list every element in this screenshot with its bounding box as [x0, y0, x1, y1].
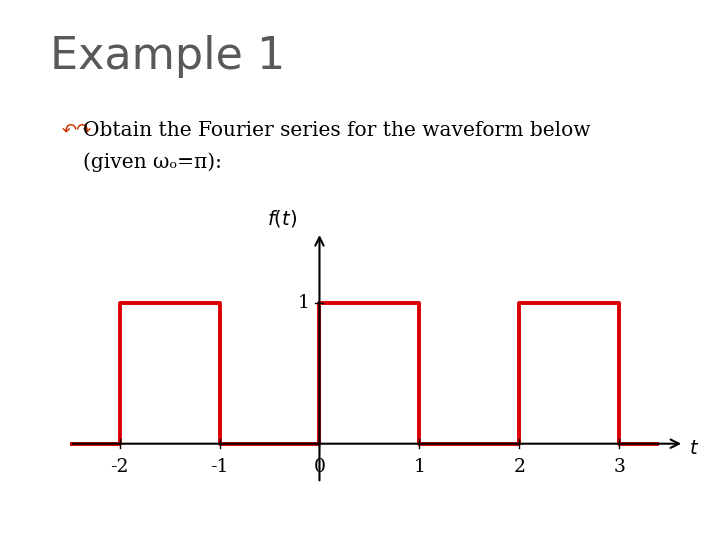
- Text: $f(t)$: $f(t)$: [267, 208, 297, 230]
- Text: Obtain the Fourier series for the waveform below: Obtain the Fourier series for the wavefo…: [83, 122, 590, 140]
- Text: 0: 0: [313, 458, 325, 476]
- Text: 1: 1: [297, 294, 310, 312]
- Text: -2: -2: [110, 458, 129, 476]
- Text: 2: 2: [513, 458, 525, 476]
- Text: $t$: $t$: [689, 440, 699, 458]
- Text: 1: 1: [413, 458, 426, 476]
- Text: 3: 3: [613, 458, 625, 476]
- Text: Example 1: Example 1: [50, 35, 286, 78]
- Text: ↶↷: ↶↷: [61, 122, 91, 139]
- Text: -1: -1: [210, 458, 229, 476]
- Text: (given ωₒ=π):: (given ωₒ=π):: [83, 152, 222, 172]
